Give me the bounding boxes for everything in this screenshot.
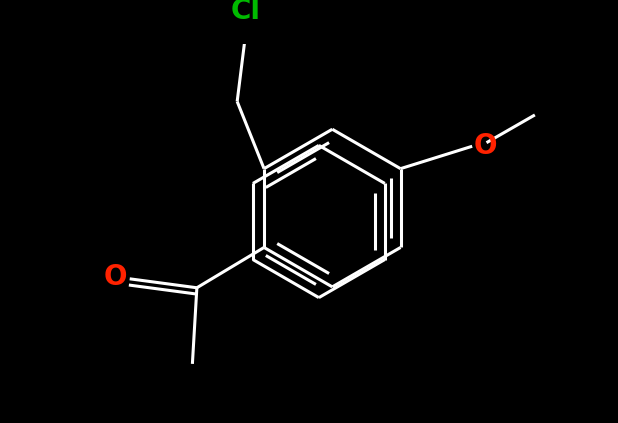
Text: O: O bbox=[103, 263, 127, 291]
Text: Cl: Cl bbox=[231, 0, 261, 25]
Text: O: O bbox=[474, 132, 497, 160]
